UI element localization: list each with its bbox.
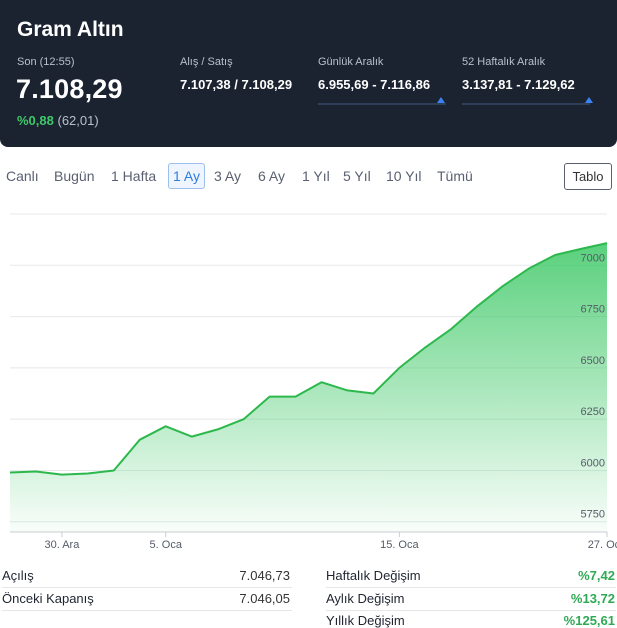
- period-tab-1[interactable]: Bugün: [54, 168, 95, 184]
- yearly-change-label: Yıllık Değişim: [326, 613, 405, 628]
- period-tab-8[interactable]: 10 Yıl: [386, 168, 422, 184]
- bid-ask-label: Alış / Satış: [180, 56, 233, 68]
- change-absolute: (62,01): [57, 113, 99, 128]
- period-tab-0[interactable]: Canlı: [6, 168, 39, 184]
- monthly-change-value: %13,72: [570, 591, 615, 606]
- series-area: [10, 243, 607, 532]
- y-tick-label: 5750: [581, 509, 605, 521]
- weekly-change-value: %7,42: [578, 568, 615, 583]
- x-tick-label: 30. Ara: [44, 539, 80, 551]
- last-price-label: Son (12:55): [17, 56, 75, 68]
- bid-ask-value: 7.107,38 / 7.108,29: [180, 77, 293, 92]
- weekly-change-label: Haftalık Değişim: [326, 568, 421, 583]
- period-tab-3[interactable]: 1 Ay: [168, 163, 205, 189]
- series-line: [9, 242, 608, 476]
- weekly52-range-bar: [462, 103, 590, 105]
- weekly52-range-label: 52 Haftalık Aralık: [462, 56, 546, 68]
- price-header: Gram Altın Son (12:55) 7.108,29 %0,88 (6…: [0, 0, 617, 147]
- y-tick-label: 6500: [581, 355, 605, 367]
- period-tab-9[interactable]: Tümü: [437, 168, 473, 184]
- open-label: Açılış: [2, 568, 34, 583]
- weekly52-range-marker: [584, 97, 593, 103]
- daily-range-bar: [318, 103, 446, 105]
- table-button[interactable]: Tablo: [564, 163, 612, 190]
- daily-range-label: Günlük Aralık: [318, 56, 384, 68]
- last-price: 7.108,29: [16, 74, 123, 104]
- period-tab-4[interactable]: 3 Ay: [214, 168, 241, 184]
- price-chart: 5750 6000 6250 6500 6750 7000 30. Ara 5. Oca 15.…: [9, 213, 617, 551]
- daily-change: %0,88 (62,01): [17, 113, 99, 128]
- period-tab-5[interactable]: 6 Ay: [258, 168, 285, 184]
- period-tabs: Canlı Bugün 1 Hafta 1 Ay 3 Ay 6 Ay 1 Yıl 5 Yıl 1…: [0, 163, 617, 191]
- daily-range-value: 6.955,69 - 7.116,86: [318, 77, 431, 92]
- prev-close-label: Önceki Kapanış: [2, 591, 94, 606]
- x-tick-label: 15. Oca: [380, 539, 419, 551]
- open-value: 7.046,73: [239, 568, 290, 583]
- x-tick-label: 27. Oca: [588, 539, 617, 551]
- period-tab-7[interactable]: 5 Yıl: [343, 168, 371, 184]
- divider: [326, 587, 616, 588]
- yearly-change-value: %125,61: [563, 613, 615, 628]
- daily-range-marker: [436, 97, 445, 103]
- y-tick-label: 6750: [581, 304, 605, 316]
- divider: [2, 587, 292, 588]
- x-tick-label: 5. Oca: [150, 539, 183, 551]
- prev-close-value: 7.046,05: [239, 591, 290, 606]
- period-tab-2[interactable]: 1 Hafta: [111, 168, 157, 184]
- y-tick-label: 7000: [581, 252, 605, 264]
- change-percent: %0,88: [17, 113, 54, 128]
- daily-range-stat: Günlük Aralık 6.955,69 - 7.116,86: [318, 56, 430, 92]
- divider: [326, 610, 616, 611]
- monthly-change-label: Aylık Değişim: [326, 591, 405, 606]
- weekly52-range-value: 3.137,81 - 7.129,62: [462, 77, 575, 92]
- y-tick-label: 6250: [581, 406, 605, 418]
- bid-ask-stat: Alış / Satış 7.107,38 / 7.108,29: [180, 56, 292, 92]
- divider: [2, 610, 292, 611]
- weekly52-range-stat: 52 Haftalık Aralık 3.137,81 - 7.129,62: [462, 56, 575, 92]
- y-tick-label: 6000: [581, 457, 605, 469]
- instrument-title: Gram Altın: [17, 18, 124, 41]
- period-tab-6[interactable]: 1 Yıl: [302, 168, 330, 184]
